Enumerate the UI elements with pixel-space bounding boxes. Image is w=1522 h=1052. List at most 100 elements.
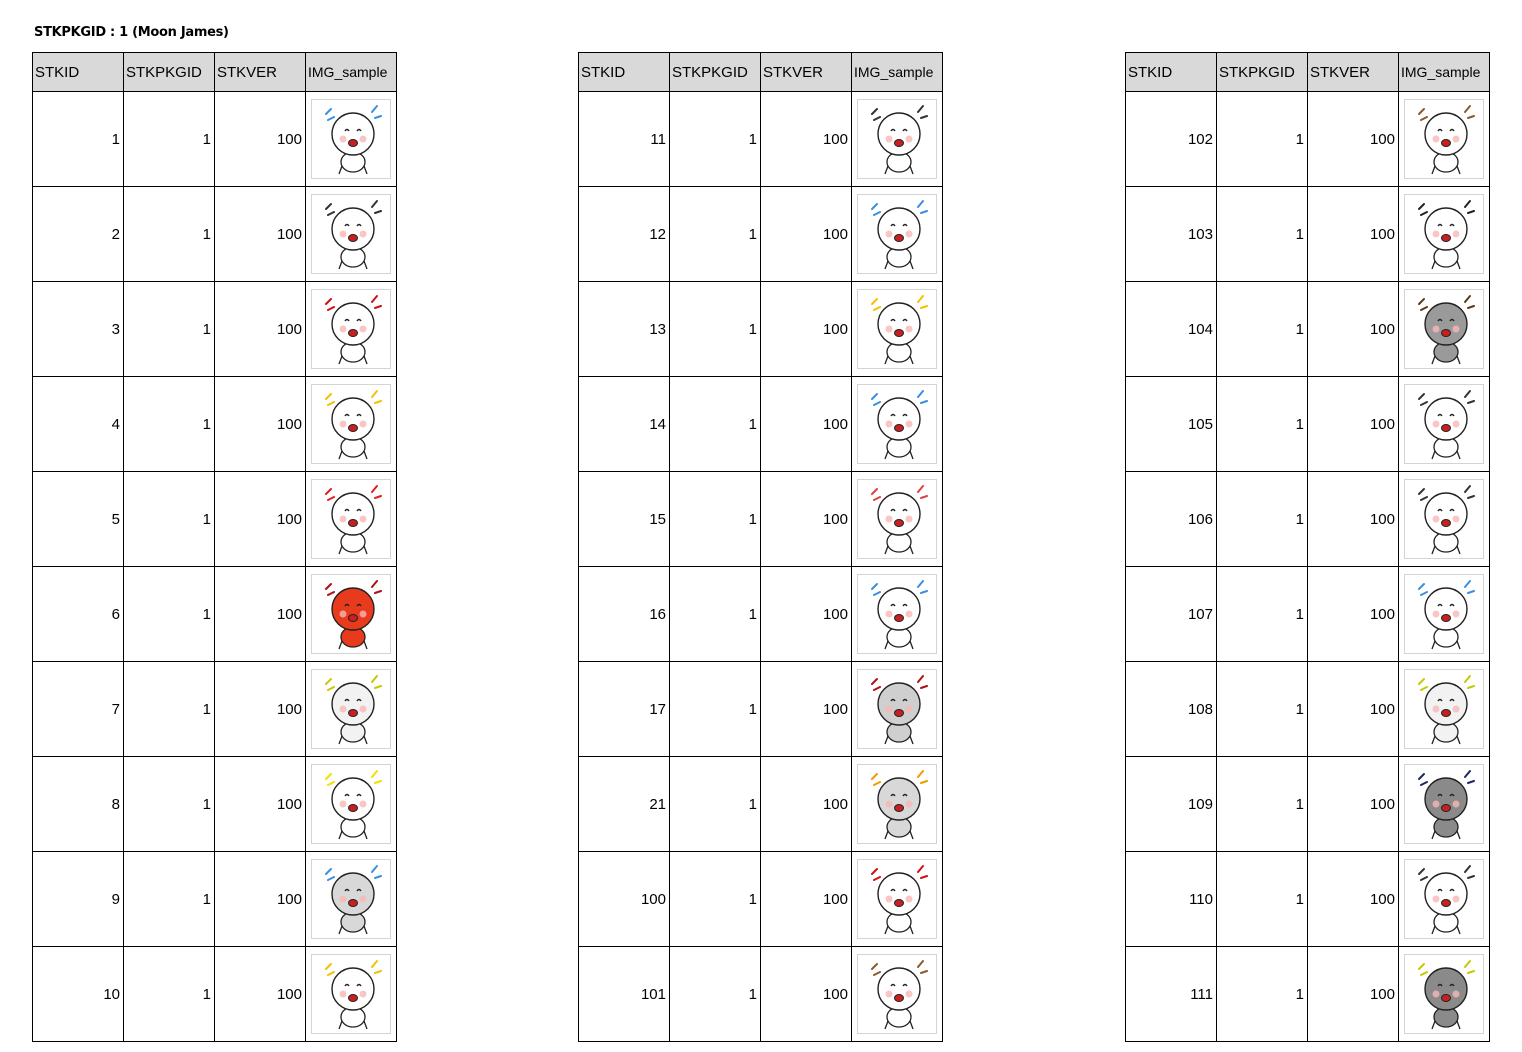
stkver-cell: 100 bbox=[760, 566, 852, 662]
img-sample-cell bbox=[851, 91, 943, 187]
stkver-cell: 100 bbox=[214, 851, 306, 947]
stkid-cell: 7 bbox=[32, 661, 124, 757]
stkpkgid-cell: 1 bbox=[1216, 186, 1308, 282]
stkver-cell: 100 bbox=[760, 946, 852, 1042]
table-row: 102 1 100 bbox=[1125, 91, 1490, 187]
table-row: 111 1 100 bbox=[1125, 946, 1490, 1042]
img-sample-cell bbox=[305, 281, 397, 377]
stkid-cell: 105 bbox=[1125, 376, 1217, 472]
clenched-teeth-sticker-icon bbox=[311, 954, 391, 1034]
stkid-cell: 106 bbox=[1125, 471, 1217, 567]
img-sample-cell bbox=[1398, 471, 1490, 567]
stkpkgid-cell: 1 bbox=[123, 281, 215, 377]
stkid-cell: 14 bbox=[578, 376, 670, 472]
stkver-cell: 100 bbox=[1307, 471, 1399, 567]
stkid-cell: 108 bbox=[1125, 661, 1217, 757]
table-row: 108 1 100 bbox=[1125, 661, 1490, 757]
img-sample-cell bbox=[851, 851, 943, 947]
stkver-cell: 100 bbox=[214, 946, 306, 1042]
stkpkgid-cell: 1 bbox=[669, 186, 761, 282]
header-row: STKID STKPKGID STKVER IMG_sample bbox=[32, 52, 397, 92]
stkver-cell: 100 bbox=[214, 661, 306, 757]
stkid-cell: 6 bbox=[32, 566, 124, 662]
stkver-cell: 100 bbox=[214, 91, 306, 187]
table-row: 16 1 100 bbox=[578, 566, 943, 662]
tea-sticker-icon bbox=[857, 954, 937, 1034]
table-row: 107 1 100 bbox=[1125, 566, 1490, 662]
depressed-sticker-icon bbox=[857, 669, 937, 749]
img-sample-cell bbox=[851, 281, 943, 377]
furious-sticker-icon bbox=[311, 764, 391, 844]
img-sample-cell bbox=[851, 756, 943, 852]
header-stkid: STKID bbox=[1125, 52, 1217, 92]
stkver-cell: 100 bbox=[760, 471, 852, 567]
header-stkver: STKVER bbox=[214, 52, 306, 92]
stkid-cell: 100 bbox=[578, 851, 670, 947]
stkver-cell: 100 bbox=[760, 851, 852, 947]
img-sample-cell bbox=[305, 851, 397, 947]
stkpkgid-cell: 1 bbox=[1216, 851, 1308, 947]
img-sample-cell bbox=[1398, 851, 1490, 947]
header-stkpkgid: STKPKGID bbox=[1216, 52, 1308, 92]
stkid-cell: 109 bbox=[1125, 756, 1217, 852]
stkid-cell: 110 bbox=[1125, 851, 1217, 947]
stkid-cell: 1 bbox=[32, 91, 124, 187]
stkpkgid-cell: 1 bbox=[669, 376, 761, 472]
header-img-sample: IMG_sample bbox=[851, 52, 943, 92]
img-sample-cell bbox=[305, 91, 397, 187]
table-row: 3 1 100 bbox=[32, 281, 397, 377]
table-row: 11 1 100 bbox=[578, 91, 943, 187]
table-row: 4 1 100 bbox=[32, 376, 397, 472]
stkid-cell: 104 bbox=[1125, 281, 1217, 377]
header-img-sample: IMG_sample bbox=[1398, 52, 1490, 92]
header-stkver: STKVER bbox=[1307, 52, 1399, 92]
stkid-cell: 10 bbox=[32, 946, 124, 1042]
stkpkgid-cell: 1 bbox=[1216, 91, 1308, 187]
stkpkgid-cell: 1 bbox=[1216, 566, 1308, 662]
stkpkgid-cell: 1 bbox=[123, 471, 215, 567]
stkid-cell: 103 bbox=[1125, 186, 1217, 282]
shocked-sticker-icon bbox=[311, 289, 391, 369]
table-row: 15 1 100 bbox=[578, 471, 943, 567]
sticker-table-3: STKID STKPKGID STKVER IMG_sample 102 1 100 103 1… bbox=[1125, 52, 1490, 1042]
singing-sticker-icon bbox=[857, 99, 937, 179]
angry-red-sticker-icon bbox=[311, 574, 391, 654]
pointing-sticker-icon bbox=[311, 669, 391, 749]
stkid-cell: 107 bbox=[1125, 566, 1217, 662]
stkver-cell: 100 bbox=[760, 376, 852, 472]
stkver-cell: 100 bbox=[214, 186, 306, 282]
drooling-sticker-icon bbox=[857, 764, 937, 844]
header-stkid: STKID bbox=[578, 52, 670, 92]
stkpkgid-cell: 1 bbox=[669, 281, 761, 377]
package-title: STKPKGID : 1 (Moon James) bbox=[34, 25, 229, 40]
table-row: 100 1 100 bbox=[578, 851, 943, 947]
crying-cloud-sticker-icon bbox=[311, 859, 391, 939]
stkver-cell: 100 bbox=[214, 376, 306, 472]
stkpkgid-cell: 1 bbox=[123, 851, 215, 947]
stkid-cell: 5 bbox=[32, 471, 124, 567]
img-sample-cell bbox=[1398, 946, 1490, 1042]
img-sample-cell bbox=[1398, 376, 1490, 472]
tongue-out-sticker-icon bbox=[857, 479, 937, 559]
stkid-cell: 15 bbox=[578, 471, 670, 567]
sparkle-eyes-sticker-icon bbox=[311, 384, 391, 464]
img-sample-cell bbox=[1398, 186, 1490, 282]
img-sample-cell bbox=[851, 946, 943, 1042]
stkver-cell: 100 bbox=[1307, 756, 1399, 852]
img-sample-cell bbox=[851, 661, 943, 757]
stkpkgid-cell: 1 bbox=[123, 756, 215, 852]
stkpkgid-cell: 1 bbox=[123, 946, 215, 1042]
header-img-sample: IMG_sample bbox=[305, 52, 397, 92]
img-sample-cell bbox=[1398, 91, 1490, 187]
sweating-sticker-icon bbox=[1404, 574, 1484, 654]
table-row: 101 1 100 bbox=[578, 946, 943, 1042]
stkver-cell: 100 bbox=[1307, 376, 1399, 472]
dark-suit-sticker-icon bbox=[1404, 764, 1484, 844]
stkver-cell: 100 bbox=[1307, 661, 1399, 757]
dancing-sticker-icon bbox=[1404, 859, 1484, 939]
stkpkgid-cell: 1 bbox=[669, 91, 761, 187]
table-row: 10 1 100 bbox=[32, 946, 397, 1042]
stkid-cell: 8 bbox=[32, 756, 124, 852]
table-row: 13 1 100 bbox=[578, 281, 943, 377]
stkid-cell: 16 bbox=[578, 566, 670, 662]
